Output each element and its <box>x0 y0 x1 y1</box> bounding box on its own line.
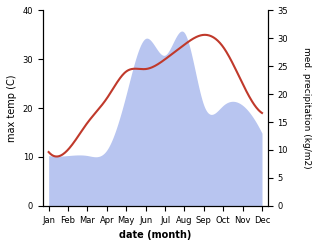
Y-axis label: max temp (C): max temp (C) <box>7 74 17 142</box>
X-axis label: date (month): date (month) <box>119 230 191 240</box>
Y-axis label: med. precipitation (kg/m2): med. precipitation (kg/m2) <box>302 47 311 169</box>
